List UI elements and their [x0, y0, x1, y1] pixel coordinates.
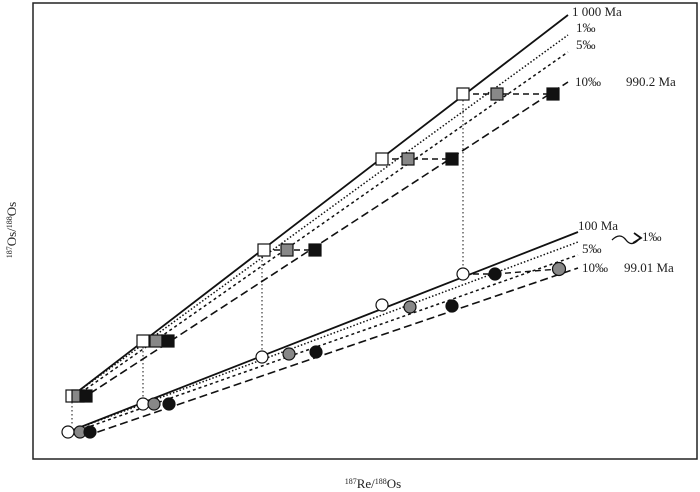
- marker: [490, 87, 504, 101]
- marker: [147, 397, 161, 411]
- square-markers: [65, 87, 560, 403]
- y-axis-label: 187Os/188Os: [4, 202, 19, 259]
- x-axis-label: 187Re/188Os: [345, 476, 402, 491]
- iso-1000-10: [79, 81, 569, 401]
- arrow-head: [632, 232, 643, 244]
- marker: [61, 425, 75, 439]
- label: 10‰: [582, 260, 608, 275]
- marker: [456, 87, 470, 101]
- marker: [375, 152, 389, 166]
- label: 99.01 Ma: [624, 260, 674, 275]
- marker: [282, 347, 296, 361]
- label: 100 Ma: [578, 218, 618, 233]
- marker: [83, 425, 97, 439]
- lines: [67, 14, 579, 437]
- marker: [546, 87, 560, 101]
- label: 990.2 Ma: [626, 74, 676, 89]
- marker: [136, 334, 150, 348]
- marker: [136, 397, 150, 411]
- frame: [32, 2, 698, 460]
- marker: [551, 261, 567, 277]
- iso-1000: [71, 14, 569, 397]
- marker: [445, 152, 459, 166]
- hline: [494, 268, 560, 275]
- iso-100-10: [85, 267, 579, 437]
- marker: [79, 389, 93, 403]
- iso-100-5: [73, 254, 579, 433]
- marker: [375, 298, 389, 312]
- marker: [403, 300, 417, 314]
- marker: [255, 350, 269, 364]
- marker: [445, 299, 459, 313]
- connectors: [264, 93, 560, 275]
- marker: [456, 267, 470, 281]
- marker: [308, 243, 322, 257]
- marker: [149, 334, 163, 348]
- verticals: [71, 100, 464, 426]
- iso-1000-5: [75, 51, 569, 397]
- arrow: [611, 235, 641, 245]
- marker: [401, 152, 415, 166]
- marker: [309, 345, 323, 359]
- label: 5‰: [582, 241, 602, 256]
- marker: [257, 243, 271, 257]
- label: 10‰: [575, 74, 601, 89]
- marker: [488, 267, 502, 281]
- marker: [280, 243, 294, 257]
- label: 1‰: [576, 20, 596, 35]
- label: 5‰: [576, 37, 596, 52]
- marker: [162, 397, 176, 411]
- label: 1‰: [642, 229, 662, 244]
- label: 1 000 Ma: [572, 4, 622, 19]
- marker: [161, 334, 175, 348]
- circle-markers: [61, 261, 567, 439]
